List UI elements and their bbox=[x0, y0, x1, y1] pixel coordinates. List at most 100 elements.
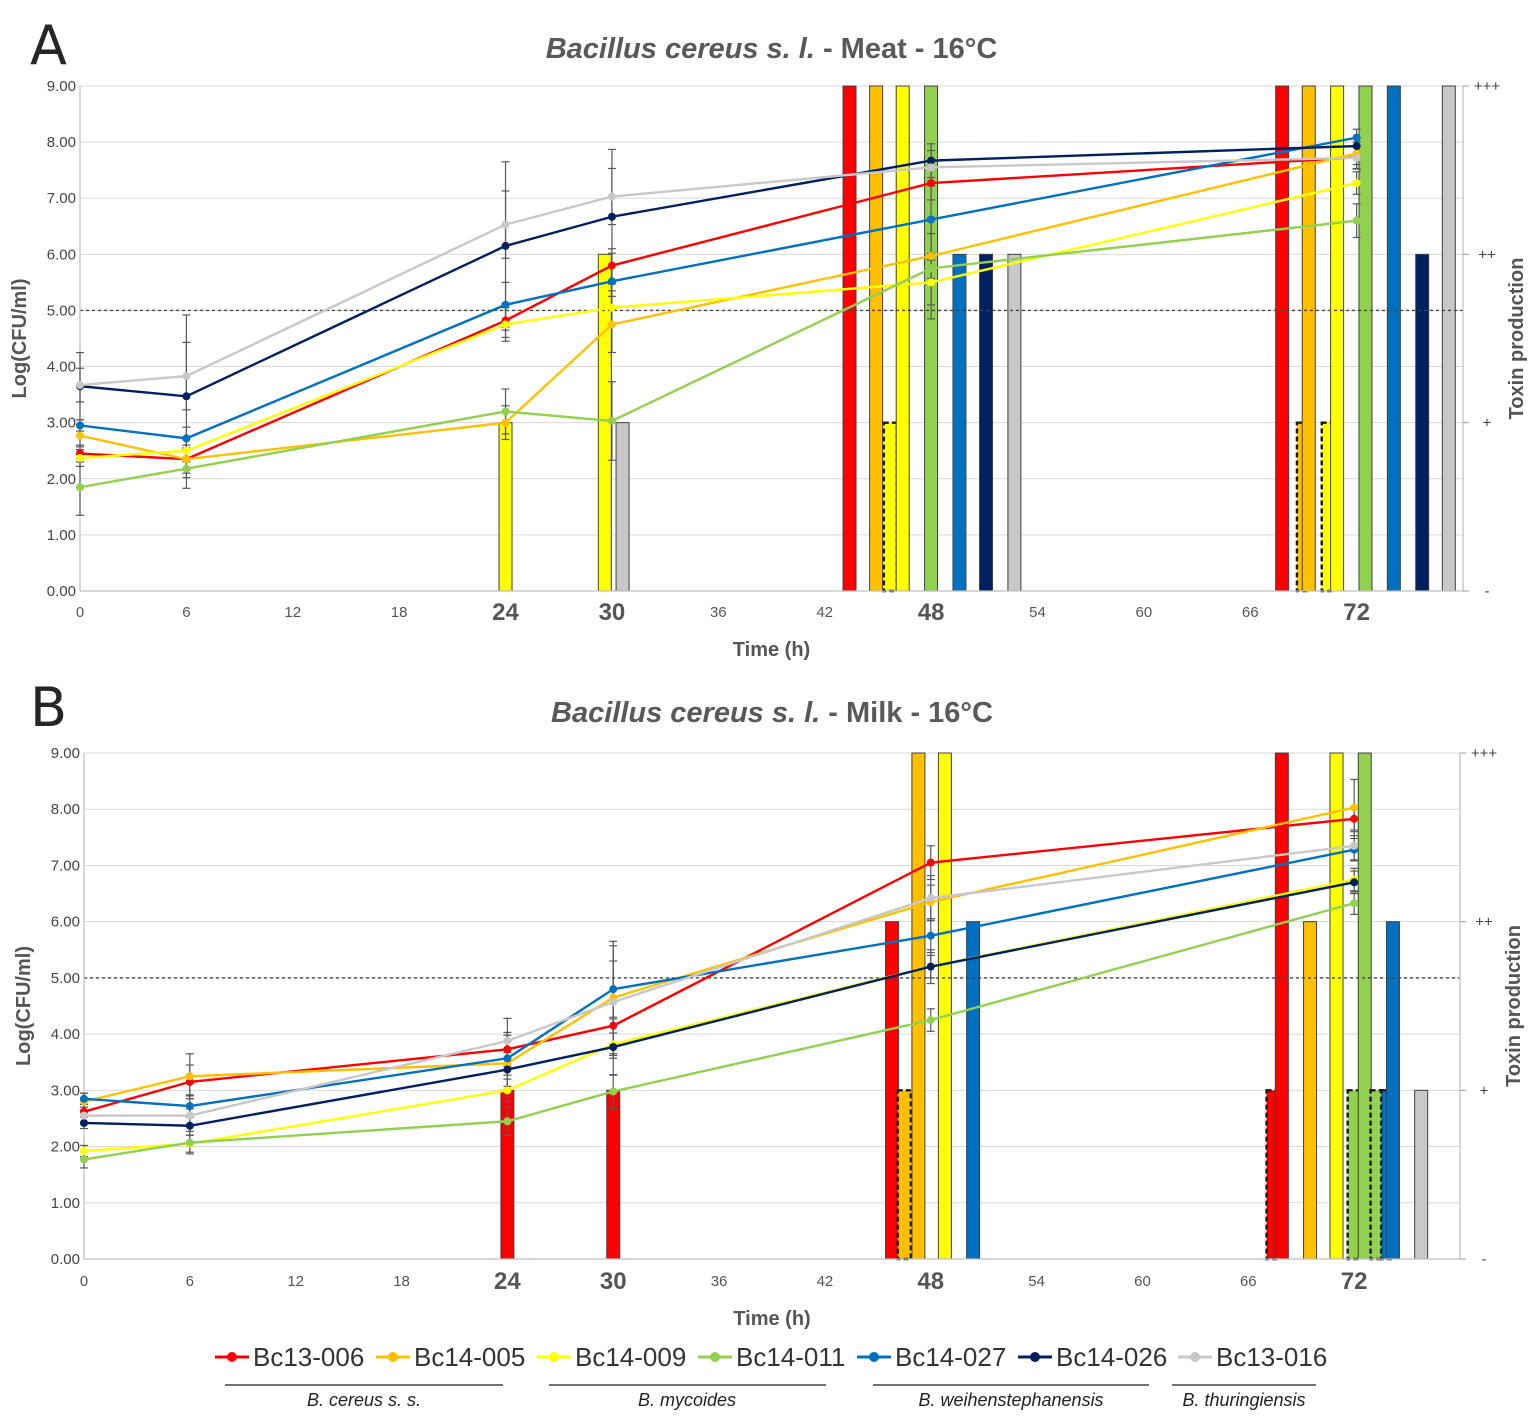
data-point-bc14-011 bbox=[80, 1155, 88, 1164]
data-point-bc14-027 bbox=[927, 215, 936, 224]
data-point-bc14-011 bbox=[185, 1138, 194, 1147]
y2-tick-label: + bbox=[1480, 1082, 1489, 1099]
data-point-bc13-016 bbox=[927, 163, 936, 172]
data-point-bc13-006 bbox=[503, 1045, 512, 1054]
y2-tick-label: - bbox=[1485, 583, 1490, 600]
x-tick-label: 48 bbox=[918, 599, 945, 626]
chart-title-condition: - Milk - 16°C bbox=[820, 697, 993, 729]
x-tick-label: 54 bbox=[1028, 1273, 1045, 1290]
y2-ticks: -++++++ bbox=[1460, 745, 1497, 1268]
x-tick-label: 60 bbox=[1136, 604, 1153, 621]
data-point-bc13-006 bbox=[609, 1021, 618, 1030]
data-point-bc14-005 bbox=[607, 320, 616, 329]
x-tick-label: 42 bbox=[816, 604, 833, 621]
toxin-bar-bc14-005 bbox=[911, 752, 926, 1260]
data-point-bc14-011 bbox=[609, 1087, 618, 1096]
toxin-bar-bc14-005 bbox=[1301, 85, 1316, 592]
y2-tick-label: ++ bbox=[1475, 914, 1493, 931]
y-tick-label: 4.00 bbox=[51, 1026, 80, 1043]
data-point-bc14-027 bbox=[609, 985, 618, 994]
legend-label: Bc13-016 bbox=[1216, 1342, 1327, 1372]
toxin-bar-bc13-016 bbox=[1414, 1089, 1429, 1260]
data-point-bc14-027 bbox=[503, 1054, 512, 1063]
y-tick-label: 5.00 bbox=[47, 302, 76, 319]
panel-letter: B bbox=[30, 676, 67, 739]
data-point-bc14-005 bbox=[501, 418, 510, 427]
series-line-bc14-005 bbox=[83, 806, 1355, 1103]
legend-swatch-marker bbox=[869, 1352, 879, 1362]
data-point-bc14-011 bbox=[1352, 216, 1361, 225]
toxin-bar-bc14-005 bbox=[1303, 921, 1318, 1260]
toxin-bar-bc13-006 bbox=[606, 1089, 621, 1260]
y2-axis-label: Toxin production bbox=[1506, 258, 1528, 420]
series-line-bc14-027 bbox=[83, 848, 1355, 1108]
data-point-bc14-027 bbox=[501, 300, 510, 309]
x-tick-label: 24 bbox=[492, 599, 519, 626]
data-point-bc13-016 bbox=[926, 894, 935, 903]
y2-ticks: -++++++ bbox=[1463, 78, 1500, 600]
legend: Bc13-006 Bc14-005 Bc14-009 Bc14-011 Bc14-027… bbox=[215, 1342, 1327, 1410]
legend-entry-bc14-009: Bc14-009 bbox=[537, 1342, 686, 1372]
toxin-bar-bc13-006 bbox=[1274, 752, 1289, 1260]
x-tick-label: 12 bbox=[287, 1273, 304, 1290]
y-tick-label: 9.00 bbox=[51, 745, 80, 762]
x-ticks: 0 6 12 18 24 30 36 42 48 54 60 66 72 bbox=[80, 1268, 1368, 1295]
toxin-bar-bc13-006 bbox=[884, 921, 899, 1260]
species-group-b-mycoides: B. mycoides bbox=[549, 1384, 826, 1410]
y-axis-label: Log(CFU/ml) bbox=[9, 279, 31, 399]
series-lines bbox=[80, 803, 1359, 1164]
chart-title: Bacillus cereus s. l. - Milk - 16°C bbox=[551, 697, 993, 729]
x-tick-label: 66 bbox=[1240, 1273, 1257, 1290]
data-point-bc14-026 bbox=[501, 241, 510, 250]
y-tick-label: 0.00 bbox=[51, 1251, 80, 1268]
species-group-label: B. mycoides bbox=[638, 1390, 736, 1410]
data-point-bc14-026 bbox=[927, 156, 936, 165]
data-point-bc13-016 bbox=[609, 998, 618, 1007]
data-point-bc13-006 bbox=[927, 179, 936, 188]
x-tick-label: 0 bbox=[76, 604, 84, 621]
x-tick-label: 24 bbox=[494, 1268, 521, 1295]
y-axis-label: Log(CFU/ml) bbox=[13, 946, 35, 1066]
y2-tick-label: + bbox=[1483, 415, 1492, 432]
legend-label: Bc14-011 bbox=[736, 1342, 845, 1372]
x-axis-label: Time (h) bbox=[733, 639, 810, 661]
data-point-bc14-009 bbox=[501, 320, 510, 329]
legend-label: Bc14-027 bbox=[895, 1342, 1006, 1372]
toxin-bars bbox=[498, 85, 1456, 593]
species-group-label: B. thuringiensis bbox=[1182, 1390, 1305, 1410]
toxin-bar-bc14-011 bbox=[1358, 85, 1373, 592]
toxin-bar-bc13-016 bbox=[1441, 85, 1456, 592]
data-point-bc14-011 bbox=[607, 416, 616, 425]
data-point-bc14-005 bbox=[182, 455, 191, 464]
y-tick-label: 4.00 bbox=[47, 359, 76, 376]
data-point-bc13-016 bbox=[80, 1111, 88, 1120]
toxin-bar-bc14-011 bbox=[1357, 752, 1372, 1260]
toxin-bar-bc14-009 bbox=[937, 752, 952, 1260]
legend-swatch-marker bbox=[1190, 1352, 1200, 1362]
x-tick-label: 18 bbox=[391, 604, 408, 621]
y2-tick-label: - bbox=[1482, 1251, 1487, 1268]
toxin-bar-bc14-027 bbox=[1386, 85, 1401, 592]
x-tick-label: 30 bbox=[599, 599, 626, 626]
legend-entry-bc14-026: Bc14-026 bbox=[1018, 1342, 1167, 1372]
data-point-bc14-026 bbox=[182, 392, 191, 401]
legend-label: Bc14-009 bbox=[575, 1342, 686, 1372]
legend-label: Bc14-026 bbox=[1056, 1342, 1167, 1372]
chart-title: Bacillus cereus s. l. - Meat - 16°C bbox=[546, 33, 998, 65]
series-line-bc13-006 bbox=[79, 156, 1357, 461]
y-tick-label: 7.00 bbox=[47, 190, 76, 207]
data-point-bc14-026 bbox=[503, 1065, 512, 1074]
toxin-bar-bc14-005-dashed bbox=[896, 1089, 913, 1261]
y2-axis-label: Toxin production bbox=[1503, 925, 1525, 1087]
data-point-bc14-011 bbox=[76, 483, 84, 492]
legend-swatch-marker bbox=[710, 1352, 720, 1362]
species-group-b-cereus-s-s: B. cereus s. s. bbox=[225, 1384, 503, 1410]
series-line-bc13-016 bbox=[79, 156, 1357, 387]
legend-entry-bc14-027: Bc14-027 bbox=[857, 1342, 1006, 1372]
data-point-bc14-011 bbox=[182, 464, 191, 473]
y-tick-label: 1.00 bbox=[47, 527, 76, 544]
data-point-bc14-027 bbox=[182, 434, 191, 443]
data-point-bc13-016 bbox=[1352, 153, 1361, 162]
y-tick-label: 6.00 bbox=[51, 914, 80, 931]
